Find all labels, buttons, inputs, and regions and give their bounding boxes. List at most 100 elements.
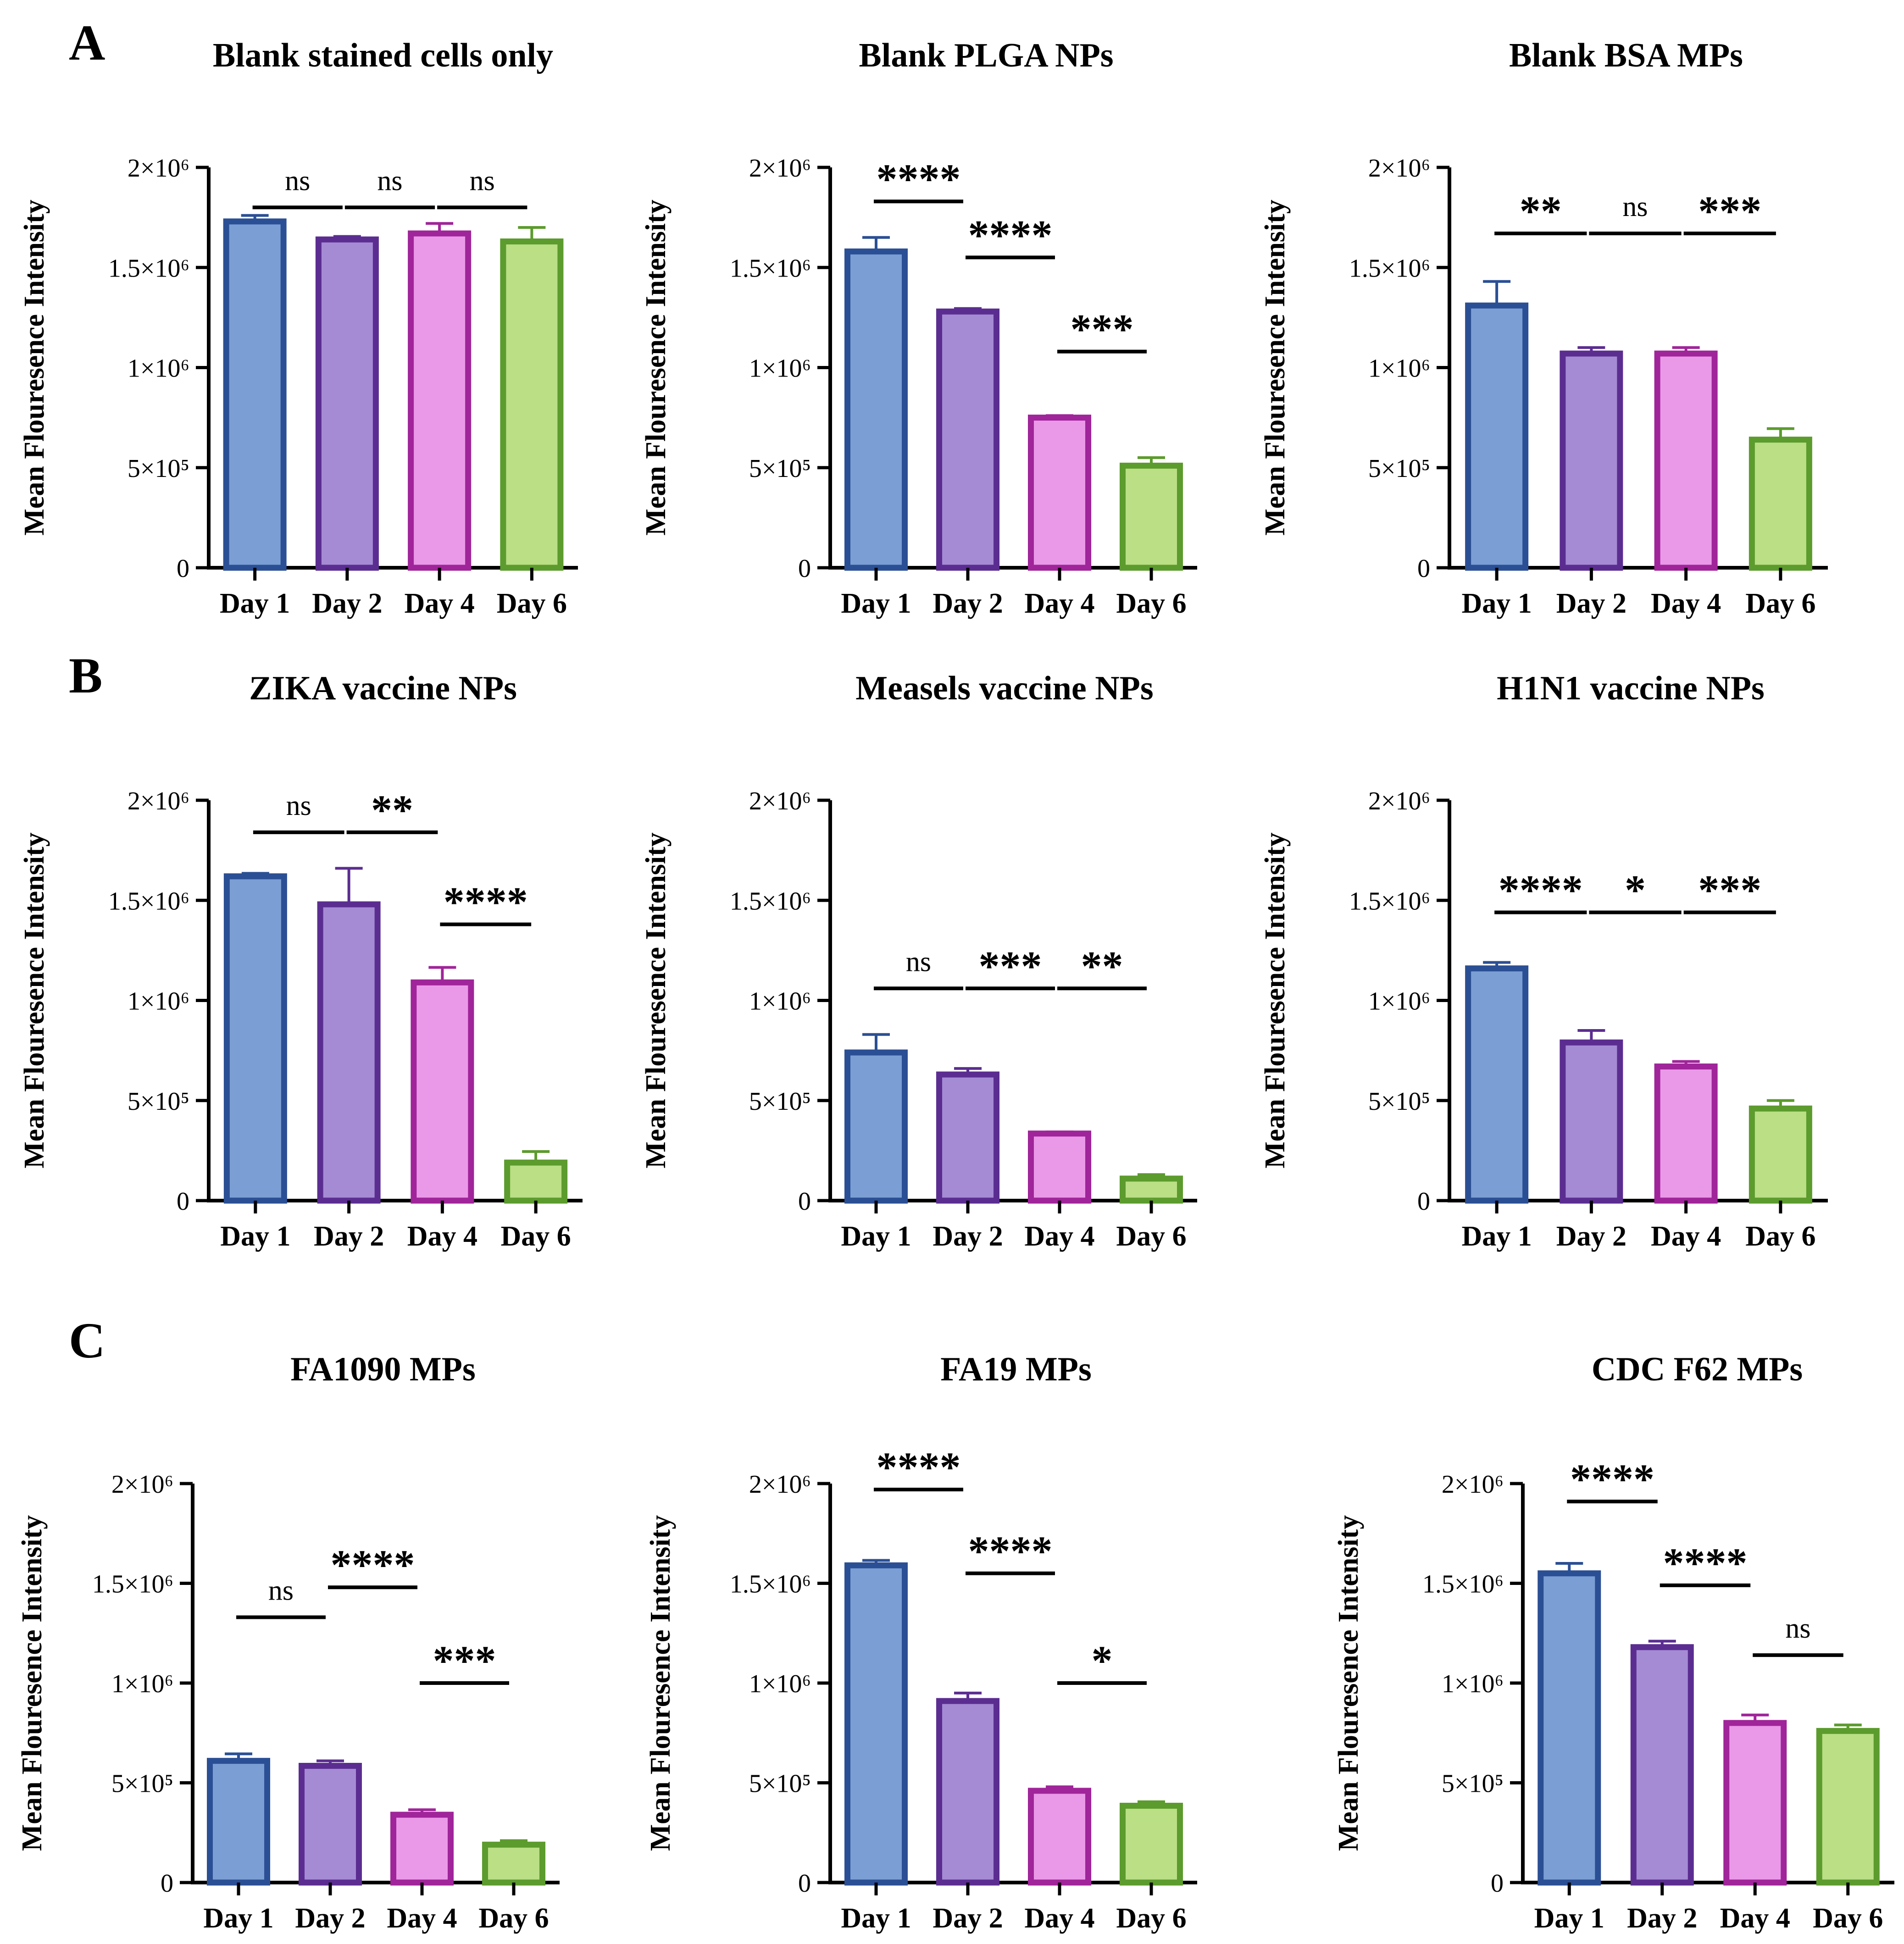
y-tick-label: 0 — [798, 554, 811, 583]
panel-letter-c: C — [69, 1313, 105, 1368]
x-tick-label: Day 2 — [295, 1903, 365, 1934]
chart-5: Measels vaccine NPs Mean Flouresence Inte… — [640, 670, 1197, 1252]
chart-title: Blank PLGA NPs — [859, 37, 1113, 74]
bar-day-2 — [936, 1698, 999, 1886]
y-tick-label: 1.5×10⁶ — [108, 254, 189, 282]
x-tick-label: Day 4 — [404, 588, 474, 619]
significance-label: ns — [1622, 191, 1648, 222]
bar-day-1 — [223, 873, 287, 1204]
bar-day-6 — [1749, 1105, 1812, 1204]
x-tick-label: Day 1 — [1534, 1903, 1604, 1934]
y-tick-label: 1×10⁶ — [749, 987, 811, 1016]
significance-label: ** — [371, 786, 413, 833]
panel-letter-a: A — [69, 15, 105, 71]
y-tick-label: 1×10⁶ — [1368, 354, 1430, 383]
chart-title: ZIKA vaccine NPs — [249, 670, 517, 707]
significance-label: *** — [433, 1637, 496, 1684]
bar-day-4 — [411, 979, 474, 1204]
significance-label: **** — [1570, 1456, 1654, 1502]
y-tick-label: 0 — [798, 1869, 811, 1898]
bar-day-1 — [223, 218, 287, 571]
y-axis-label: Mean Flouresence Intensity — [19, 199, 50, 535]
y-axis-label: Mean Flouresence Intensity — [1260, 199, 1291, 535]
y-tick-label: 0 — [177, 554, 189, 583]
y-tick-label: 1×10⁶ — [111, 1670, 173, 1698]
x-tick-label: Day 6 — [1745, 1221, 1815, 1252]
bar-day-2 — [1560, 1039, 1623, 1204]
significance-label: *** — [1698, 866, 1761, 913]
chart-title: Measels vaccine NPs — [855, 670, 1153, 707]
bar-day-6 — [1120, 1803, 1183, 1886]
chart-6: H1N1 vaccine NPs Mean Flouresence Intensi… — [1260, 670, 1828, 1252]
x-tick-label: Day 6 — [1813, 1903, 1883, 1934]
significance-label: ns — [285, 165, 310, 196]
bar-day-1 — [1465, 302, 1529, 571]
x-tick-label: Day 1 — [220, 1221, 290, 1252]
x-tick-label: Day 1 — [841, 1221, 911, 1252]
significance-label: ** — [1081, 942, 1123, 989]
x-tick-label: Day 1 — [1461, 588, 1532, 619]
y-tick-label: 1.5×10⁶ — [730, 1570, 811, 1599]
bar-day-6 — [1749, 437, 1812, 571]
x-tick-label: Day 2 — [933, 588, 1003, 619]
y-tick-label: 5×10⁵ — [749, 1770, 811, 1798]
x-tick-label: Day 1 — [1461, 1221, 1532, 1252]
significance-label: ns — [268, 1575, 294, 1606]
bar-day-6 — [1816, 1728, 1880, 1886]
y-axis-label: Mean Flouresence Intensity — [19, 832, 50, 1168]
y-tick-label: 1.5×10⁶ — [1422, 1570, 1504, 1599]
y-tick-label: 5×10⁵ — [111, 1770, 173, 1798]
y-tick-label: 5×10⁵ — [1368, 454, 1430, 483]
bar-day-4 — [1028, 1788, 1091, 1886]
bar-day-4 — [1028, 1130, 1091, 1204]
x-tick-label: Day 2 — [933, 1903, 1003, 1934]
significance-label: ns — [377, 165, 402, 196]
bar-day-2 — [317, 901, 381, 1204]
significance-label: **** — [877, 155, 961, 202]
x-tick-label: Day 1 — [203, 1903, 273, 1934]
y-tick-label: 1.5×10⁶ — [1349, 887, 1430, 915]
bar-day-1 — [844, 248, 908, 571]
x-tick-label: Day 1 — [841, 588, 911, 619]
y-tick-label: 0 — [1491, 1869, 1504, 1898]
chart-title: FA1090 MPs — [290, 1351, 476, 1388]
y-tick-label: 1×10⁶ — [128, 987, 189, 1016]
y-tick-label: 2×10⁶ — [749, 1470, 811, 1499]
bar-day-1 — [207, 1758, 270, 1886]
y-axis-label: Mean Flouresence Intensity — [640, 832, 672, 1168]
x-tick-label: Day 4 — [1024, 1221, 1094, 1252]
bar-day-6 — [500, 238, 564, 571]
chart-3: Blank BSA MPs Mean Flouresence Intensity 0… — [1260, 37, 1828, 619]
bar-day-4 — [1654, 1063, 1718, 1204]
bar-day-1 — [844, 1049, 908, 1204]
chart-title: FA19 MPs — [940, 1351, 1092, 1388]
y-tick-label: 0 — [1417, 1187, 1430, 1216]
y-tick-label: 0 — [161, 1869, 173, 1898]
x-tick-label: Day 4 — [1720, 1903, 1790, 1934]
significance-label: ns — [1785, 1613, 1810, 1644]
x-tick-label: Day 2 — [312, 588, 382, 619]
charts-layer: Blank stained cells only Mean Flouresence… — [17, 37, 1894, 1934]
bar-day-6 — [1120, 462, 1183, 571]
panel-letter-b: B — [69, 648, 102, 703]
x-tick-label: Day 2 — [1556, 1221, 1626, 1252]
bar-day-2 — [299, 1763, 362, 1886]
significance-label: ns — [286, 790, 311, 821]
significance-label: **** — [877, 1444, 961, 1490]
chart-2: Blank PLGA NPs Mean Flouresence Intensity… — [640, 37, 1197, 619]
significance-label: **** — [968, 211, 1053, 258]
x-tick-label: Day 6 — [478, 1903, 549, 1934]
x-tick-label: Day 4 — [1024, 588, 1094, 619]
y-tick-label: 1×10⁶ — [1368, 987, 1430, 1016]
y-tick-label: 2×10⁶ — [128, 154, 189, 183]
bar-day-4 — [1654, 350, 1718, 571]
x-tick-label: Day 4 — [1651, 588, 1721, 619]
x-tick-label: Day 2 — [1627, 1903, 1697, 1934]
bar-day-4 — [1028, 415, 1091, 571]
y-tick-label: 0 — [177, 1187, 189, 1216]
significance-label: **** — [968, 1528, 1053, 1574]
bar-day-4 — [390, 1811, 454, 1886]
significance-label: ns — [470, 165, 495, 196]
significance-label: **** — [331, 1541, 415, 1588]
